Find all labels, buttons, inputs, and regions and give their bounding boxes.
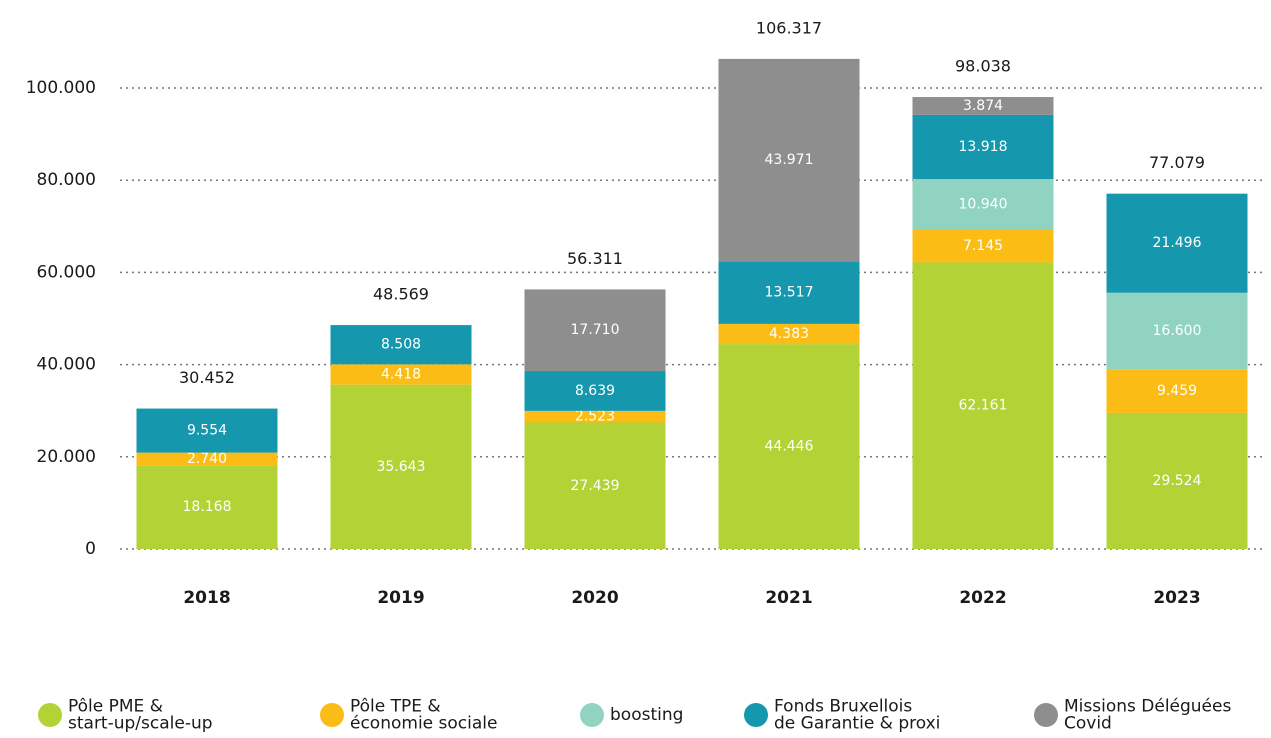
value-label: 8.639 — [575, 383, 615, 399]
value-label: 2.740 — [187, 451, 227, 467]
value-label: 62.161 — [959, 398, 1008, 414]
legend-item: Fonds Bruxellois de Garantie & proxi — [744, 697, 940, 734]
x-tick-label: 2019 — [377, 588, 424, 608]
y-tick-label: 80.000 — [37, 170, 96, 190]
legend-swatch — [320, 703, 344, 727]
y-tick-label: 100.000 — [26, 78, 96, 98]
legend-line: Missions Déléguées — [1064, 697, 1231, 717]
bar-segment — [1106, 369, 1248, 413]
total-label: 56.311 — [567, 249, 623, 268]
bar-segment — [136, 408, 278, 453]
legend-item: boosting — [580, 703, 683, 727]
legend-label: Missions Déléguées Covid — [1064, 697, 1231, 734]
bar-segment — [330, 364, 472, 385]
y-tick-label: 20.000 — [37, 447, 96, 467]
y-tick-label: 0 — [85, 539, 96, 559]
value-label: 9.459 — [1157, 383, 1197, 399]
value-label: 4.418 — [381, 367, 421, 383]
value-label: 43.971 — [765, 152, 814, 168]
bar-segment — [718, 344, 860, 549]
legend-line: Covid — [1064, 714, 1112, 734]
value-label: 9.554 — [187, 423, 227, 439]
total-label: 30.452 — [179, 368, 235, 387]
legend-line: Pôle PME & — [68, 697, 163, 717]
x-tick-label: 2023 — [1153, 588, 1200, 608]
bar-segment — [330, 325, 472, 365]
value-label: 35.643 — [377, 459, 426, 475]
value-label: 21.496 — [1153, 235, 1202, 251]
value-label: 13.918 — [959, 139, 1008, 155]
bar-segment — [718, 58, 860, 262]
bar-segment — [912, 97, 1054, 115]
total-label: 98.038 — [955, 57, 1011, 76]
value-label: 4.383 — [769, 326, 809, 342]
bar-segment — [330, 384, 472, 549]
x-tick-label: 2021 — [765, 588, 812, 608]
bar-segment — [912, 179, 1054, 230]
bar-segment — [524, 410, 666, 423]
legend-swatch — [38, 703, 62, 727]
value-label: 27.439 — [571, 478, 620, 494]
bar-segment — [1106, 292, 1248, 370]
bar-segment — [524, 289, 666, 372]
value-label: 10.940 — [959, 196, 1008, 212]
bar-segment — [912, 229, 1054, 263]
legend-swatch — [744, 703, 768, 727]
legend-label: Pôle TPE & économie sociale — [350, 697, 497, 734]
value-label: 13.517 — [765, 285, 814, 301]
value-label: 8.508 — [381, 337, 421, 353]
x-tick-label: 2022 — [959, 588, 1006, 608]
total-label: 48.569 — [373, 285, 429, 304]
value-label: 7.145 — [963, 238, 1003, 254]
value-label: 44.446 — [765, 439, 814, 455]
legend-line: de Garantie & proxi — [774, 714, 940, 734]
value-label: 17.710 — [571, 322, 620, 338]
value-label: 16.600 — [1153, 323, 1202, 339]
bar-segment — [136, 452, 278, 466]
value-label: 29.524 — [1153, 473, 1202, 489]
value-label: 18.168 — [183, 499, 232, 515]
legend-line: Pôle TPE & — [350, 697, 441, 717]
legend-line: économie sociale — [350, 714, 497, 734]
y-tick-label: 60.000 — [37, 262, 96, 282]
legend-item: Pôle TPE & économie sociale — [320, 697, 497, 734]
x-tick-label: 2020 — [571, 588, 618, 608]
bar-segment — [524, 422, 666, 549]
bar-segment — [136, 465, 278, 549]
bar-segment — [912, 262, 1054, 549]
bar-segment — [718, 261, 860, 324]
total-label: 77.079 — [1149, 153, 1205, 172]
bar-segment — [912, 114, 1054, 180]
legend-swatch — [580, 703, 604, 727]
y-tick-label: 40.000 — [37, 355, 96, 375]
total-label: 106.317 — [756, 18, 822, 37]
legend-swatch — [1034, 703, 1058, 727]
legend-label: boosting — [610, 705, 683, 725]
legend-label: Fonds Bruxellois de Garantie & proxi — [774, 697, 940, 734]
legend-label: Pôle PME & start-up/scale-up — [68, 697, 213, 734]
legend-line: Fonds Bruxellois — [774, 697, 912, 717]
value-label: 2.523 — [575, 409, 615, 425]
bar-segment — [1106, 412, 1248, 549]
bar-segment — [524, 371, 666, 411]
legend-item: Missions Déléguées Covid — [1034, 697, 1231, 734]
x-tick-label: 2018 — [183, 588, 230, 608]
legend-item: Pôle PME & start-up/scale-up — [38, 697, 213, 734]
value-label: 3.874 — [963, 98, 1003, 114]
bar-segment — [718, 323, 860, 345]
bar-segment — [1106, 193, 1248, 293]
legend-line: start-up/scale-up — [68, 714, 213, 734]
